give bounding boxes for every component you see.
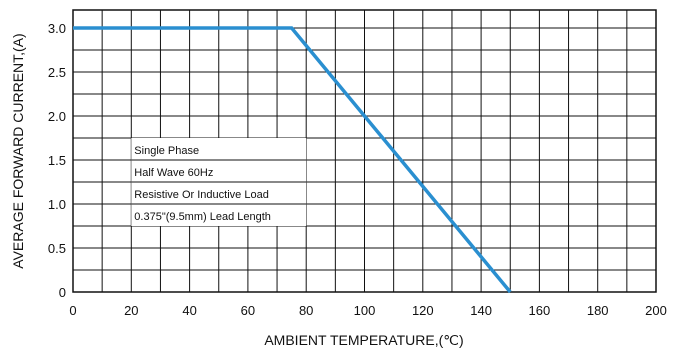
y-tick-label: 0.5 bbox=[48, 241, 66, 256]
x-axis-title: AMBIENT TEMPERATURE,(℃) bbox=[264, 332, 463, 348]
x-tick-label: 140 bbox=[470, 303, 492, 318]
x-tick-label: 80 bbox=[299, 303, 313, 318]
y-tick-labels: 0 0.5 1.0 1.5 2.0 2.5 3.0 bbox=[48, 21, 66, 300]
x-tick-label: 40 bbox=[182, 303, 196, 318]
x-tick-label: 120 bbox=[412, 303, 434, 318]
series bbox=[73, 26, 512, 294]
x-tick-label: 0 bbox=[69, 303, 76, 318]
x-tick-label: 60 bbox=[241, 303, 255, 318]
grid bbox=[73, 10, 656, 292]
y-tick-label: 2.0 bbox=[48, 109, 66, 124]
x-tick-label: 200 bbox=[645, 303, 667, 318]
plot-frame bbox=[72, 9, 657, 293]
derating-curve bbox=[73, 26, 512, 294]
x-tick-labels: 0 20 40 60 80 100 120 140 160 180 200 bbox=[69, 303, 666, 318]
y-tick-label: 1.5 bbox=[48, 153, 66, 168]
annotation-line: Single Phase bbox=[134, 145, 199, 157]
annotation-line: 0.375"(9.5mm) Lead Length bbox=[134, 211, 271, 223]
x-tick-label: 180 bbox=[587, 303, 609, 318]
x-tick-label: 160 bbox=[529, 303, 551, 318]
y-tick-label: 1.0 bbox=[48, 197, 66, 212]
y-tick-label: 2.5 bbox=[48, 65, 66, 80]
annotation-line: Half Wave 60Hz bbox=[134, 167, 213, 179]
x-tick-label: 20 bbox=[124, 303, 138, 318]
y-axis-title: AVERAGE FORWARD CURRENT,(A) bbox=[10, 33, 26, 268]
annotation-box: Single Phase Half Wave 60Hz Resistive Or I… bbox=[131, 138, 307, 226]
y-tick-label: 3.0 bbox=[48, 21, 66, 36]
annotation-line: Resistive Or Inductive Load bbox=[134, 189, 269, 201]
x-tick-label: 100 bbox=[354, 303, 376, 318]
y-tick-label: 0 bbox=[59, 285, 66, 300]
